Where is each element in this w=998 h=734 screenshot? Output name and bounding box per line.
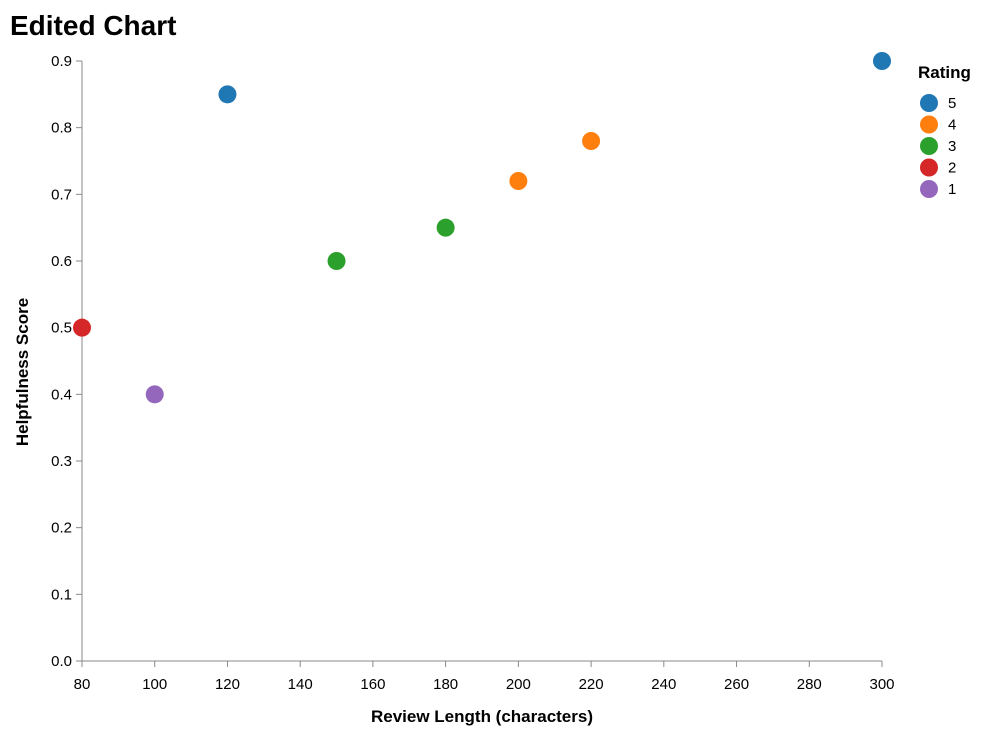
x-tick-label: 200 (506, 676, 531, 693)
y-tick-label: 0.5 (51, 320, 72, 337)
legend-label-4: 4 (948, 117, 956, 134)
legend-symbol-5 (920, 94, 938, 112)
x-tick-label: 280 (797, 676, 822, 693)
x-axis: 80 100 120 140 160 180 200 220 240 260 280 300 (74, 660, 895, 693)
y-tick-label: 0.7 (51, 186, 72, 203)
legend-symbol-3 (920, 137, 938, 155)
x-tick-label: 180 (433, 676, 458, 693)
y-tick-label: 0.3 (51, 453, 72, 470)
y-axis: 0.0 0.1 0.2 0.3 0.4 0.5 0.6 0.7 0.8 0.9 (51, 53, 83, 670)
x-tick-label: 120 (215, 676, 240, 693)
data-point-rating-2 (73, 318, 91, 337)
data-point-rating-5 (873, 52, 891, 70)
legend-symbol-1 (920, 180, 938, 198)
legend: Rating 5 4 3 2 1 (918, 63, 971, 198)
x-tick-label: 160 (360, 676, 385, 693)
y-tick-label: 0.9 (51, 53, 72, 70)
data-point-rating-3 (436, 218, 455, 237)
x-tick-label: 240 (651, 676, 676, 693)
y-tick-label: 0.8 (51, 120, 72, 137)
data-point-rating-1 (145, 385, 164, 404)
legend-label-1: 1 (948, 181, 956, 198)
legend-label-5: 5 (948, 95, 956, 112)
y-axis-title: Helpfulness Score (13, 298, 32, 446)
legend-label-2: 2 (948, 160, 956, 177)
data-point-rating-4 (582, 132, 601, 150)
y-tick-label: 0.4 (51, 386, 72, 403)
y-tick-label: 0.6 (51, 253, 72, 270)
legend-label-3: 3 (948, 138, 956, 155)
legend-symbol-2 (920, 158, 938, 177)
y-tick-label: 0.1 (51, 586, 72, 603)
x-tick-label: 220 (579, 676, 604, 693)
x-tick-label: 80 (74, 676, 91, 693)
data-point-rating-3 (327, 252, 346, 270)
legend-symbol-4 (920, 115, 938, 134)
data-point-rating-4 (509, 172, 528, 190)
y-tick-label: 0.2 (51, 520, 72, 537)
legend-title: Rating (918, 63, 971, 82)
x-tick-label: 100 (142, 676, 167, 693)
x-tick-label: 260 (724, 676, 749, 693)
data-point-rating-5 (218, 85, 237, 104)
data-points (73, 52, 891, 404)
x-tick-label: 300 (869, 676, 894, 693)
x-tick-label: 140 (288, 676, 313, 693)
chart-title: Edited Chart (10, 10, 176, 41)
x-axis-title: Review Length (characters) (371, 707, 593, 726)
y-tick-label: 0.0 (51, 653, 72, 670)
